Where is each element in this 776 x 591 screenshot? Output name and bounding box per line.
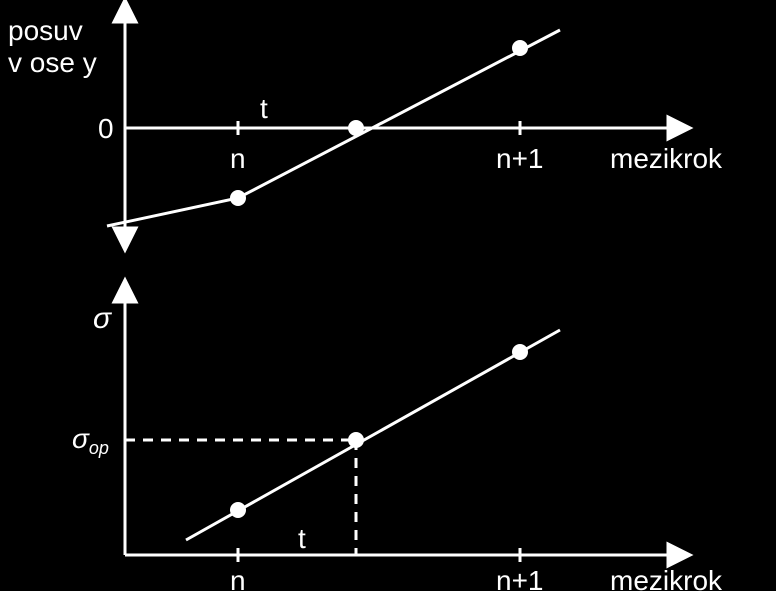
top-ylabel-line2: v ose y: [8, 47, 97, 78]
bottom-sigma-op-main: σ: [72, 423, 90, 454]
top-xlabel: mezikrok: [610, 143, 723, 174]
bottom-ylabel: σ: [93, 302, 113, 335]
top-point-n: [230, 190, 246, 206]
bottom-sigma-op-sub: op: [89, 438, 109, 458]
top-point-cross: [348, 120, 364, 136]
bottom-point-op: [348, 432, 364, 448]
bottom-xlabel: mezikrok: [610, 565, 723, 591]
bottom-plot: σ σop t n n+1 mezikrok: [72, 290, 723, 591]
bottom-point-n: [230, 502, 246, 518]
bottom-tick-np1-label: n+1: [496, 565, 544, 591]
top-tick-np1-label: n+1: [496, 143, 544, 174]
bottom-point-np1: [512, 344, 528, 360]
top-tick-n-label: n: [230, 143, 246, 174]
top-zero-label: 0: [98, 113, 114, 144]
top-plot: posuv v ose y 0 t n n+1 mezikrok: [8, 10, 723, 240]
top-point-np1: [512, 40, 528, 56]
bottom-tick-n-label: n: [230, 565, 246, 591]
bottom-sigma-op-label: σop: [72, 423, 109, 458]
top-ylabel-line1: posuv: [8, 15, 83, 46]
bottom-t-label: t: [298, 523, 306, 554]
top-t-label: t: [260, 93, 268, 124]
